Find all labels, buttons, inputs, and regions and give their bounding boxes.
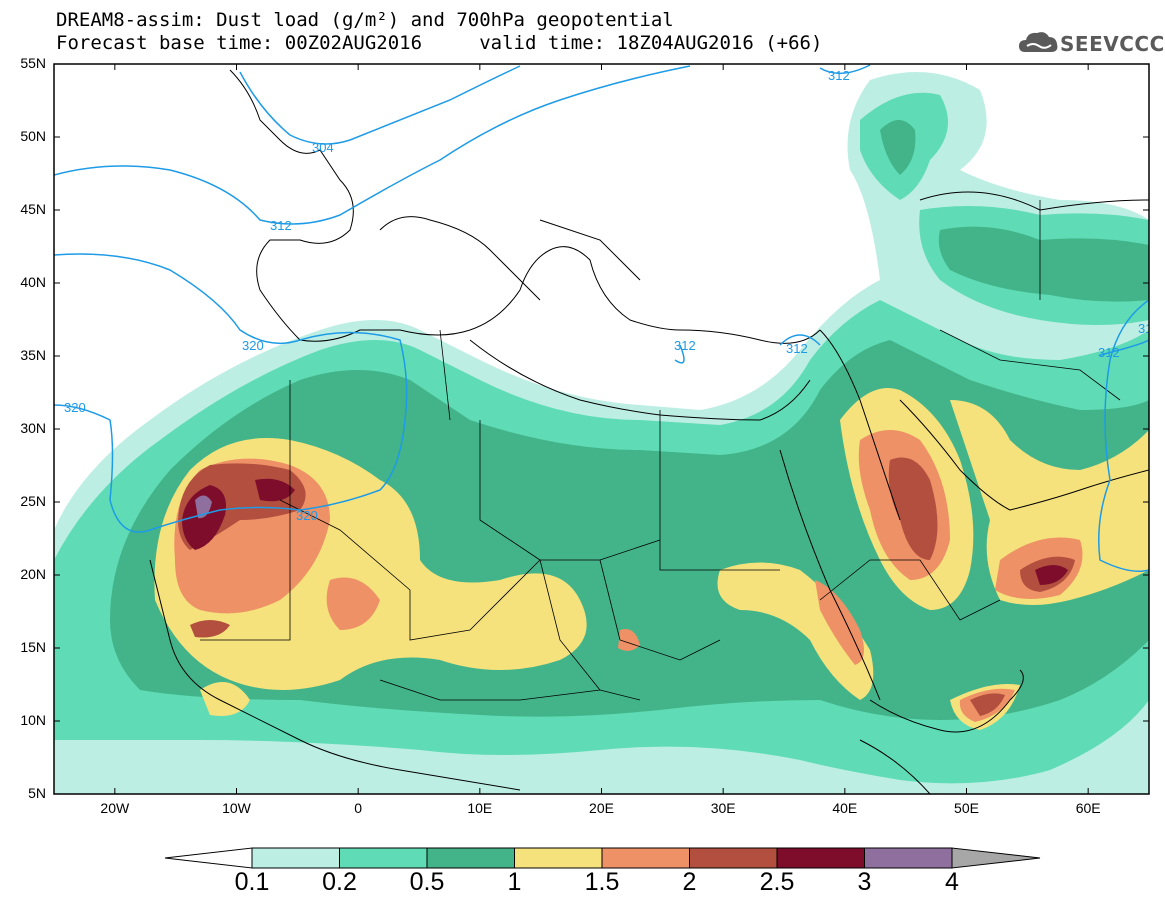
geopotential-contour-labels: 312 304 312 320 320 320 312 312 312 312 — [64, 68, 1160, 523]
map-title-line2: Forecast base time: 00Z02AUG2016 valid t… — [56, 32, 823, 54]
longitude-label: 60E — [1075, 800, 1101, 816]
colorbar-tick-label: 1.5 — [584, 868, 620, 896]
longitude-label: 10W — [222, 800, 251, 816]
latitude-label: 45N — [20, 201, 46, 217]
colorbar-box — [776, 847, 865, 869]
colorbar-tick-label: 0.5 — [409, 868, 445, 896]
colorbar-tick-label: 1 — [507, 868, 522, 896]
colorbar-tick-label: 3 — [857, 868, 872, 896]
longitude-label: 10E — [467, 800, 493, 816]
contour-label: 312 — [674, 338, 696, 353]
latitude-label: 25N — [20, 493, 46, 509]
colorbar-right-arrow — [951, 847, 1041, 869]
contour-label: 320 — [242, 338, 264, 353]
contour-label: 304 — [312, 140, 334, 155]
colorbar-boxes — [251, 847, 953, 869]
dust-level-2.5 — [182, 478, 1068, 585]
latitude-label: 50N — [20, 128, 46, 144]
latitude-label: 40N — [20, 274, 46, 290]
colorbar-tick-label: 4 — [945, 868, 959, 896]
latitude-label: 35N — [20, 347, 46, 363]
colorbar-box — [514, 847, 603, 869]
longitude-label: 40E — [832, 800, 858, 816]
longitude-label: 20E — [589, 800, 614, 816]
longitude-label: 20W — [100, 800, 130, 816]
colorbar-tick-label: 2.5 — [759, 868, 795, 896]
contour-label: 312 — [1098, 345, 1120, 360]
logo-text: SEEVCCC — [1060, 32, 1165, 56]
colorbar-box — [339, 847, 428, 869]
coastlines — [149, 69, 1149, 794]
axis-ticks — [54, 63, 1149, 795]
cloud-icon — [1019, 32, 1058, 52]
latitude-label: 20N — [20, 566, 46, 582]
contour-label: 312 — [270, 218, 292, 233]
colorbar-left-arrow — [164, 847, 253, 869]
geopotential-contours — [54, 64, 1149, 572]
colorbar-tick-label: 0.2 — [322, 868, 357, 896]
contour-label: 312 — [1138, 321, 1160, 336]
latitude-label: 15N — [20, 639, 46, 655]
map-title-line1: DREAM8-assim: Dust load (g/m²) and 700hP… — [56, 9, 674, 31]
contour-label: 312 — [786, 341, 808, 356]
colorbar-box — [426, 847, 515, 869]
country-borders — [200, 200, 1121, 701]
longitude-label: 50E — [954, 800, 979, 816]
contour-label: 320 — [296, 508, 318, 523]
longitude-label: 0 — [354, 800, 363, 816]
colorbar-box — [251, 847, 340, 869]
contour-label: 320 — [64, 400, 86, 415]
contour-label: 312 — [828, 68, 850, 83]
latitude-label: 55N — [20, 55, 46, 71]
longitude-label: 30E — [710, 800, 736, 816]
colorbar-box — [601, 847, 690, 869]
colorbar-tick-label: 2 — [682, 868, 697, 896]
latitude-label: 30N — [20, 420, 46, 436]
colorbar-tick-label: 0.1 — [234, 868, 270, 896]
colorbar-box — [689, 847, 778, 869]
latitude-label: 10N — [20, 712, 46, 728]
colorbar-box — [864, 847, 953, 869]
latitude-label: 5N — [28, 785, 46, 801]
